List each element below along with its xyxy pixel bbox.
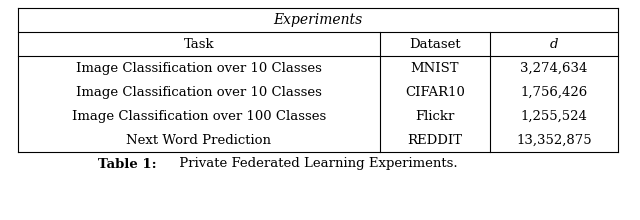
Text: Image Classification over 100 Classes: Image Classification over 100 Classes xyxy=(72,110,326,123)
Text: Private Federated Learning Experiments.: Private Federated Learning Experiments. xyxy=(175,158,457,170)
Text: Next Word Prediction: Next Word Prediction xyxy=(127,134,271,147)
Text: 3,274,634: 3,274,634 xyxy=(520,62,588,75)
Text: Task: Task xyxy=(184,37,214,51)
Text: REDDIT: REDDIT xyxy=(408,134,463,147)
Text: Experiments: Experiments xyxy=(273,13,363,27)
Text: Flickr: Flickr xyxy=(415,110,454,123)
Text: CIFAR10: CIFAR10 xyxy=(405,86,465,99)
Text: MNIST: MNIST xyxy=(411,62,460,75)
Text: Image Classification over 10 Classes: Image Classification over 10 Classes xyxy=(76,86,322,99)
Text: d: d xyxy=(550,37,558,51)
Text: 1,255,524: 1,255,524 xyxy=(520,110,588,123)
Text: Table 1:: Table 1: xyxy=(99,158,157,170)
Text: Image Classification over 10 Classes: Image Classification over 10 Classes xyxy=(76,62,322,75)
Text: Dataset: Dataset xyxy=(409,37,461,51)
Text: 1,756,426: 1,756,426 xyxy=(520,86,588,99)
Text: 13,352,875: 13,352,875 xyxy=(516,134,592,147)
